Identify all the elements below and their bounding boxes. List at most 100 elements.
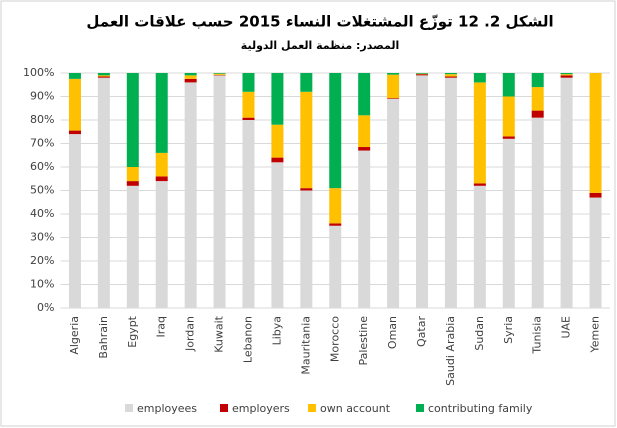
bar-segment (589, 73, 602, 193)
bar-segment (126, 167, 139, 182)
x-tick-label: UAE (560, 316, 573, 339)
bar-segment (387, 73, 400, 75)
bar-segment (155, 152, 168, 177)
bar-segment (155, 73, 168, 153)
bar-segment (444, 73, 457, 75)
legend-label: own account (320, 402, 391, 415)
legend-swatch (220, 404, 228, 412)
bar-segment (213, 73, 226, 74)
x-tick-label: Lebanon (241, 316, 254, 363)
bar-segment (473, 185, 486, 308)
y-tick-label: 90% (30, 90, 54, 103)
bar-segment (416, 73, 429, 74)
bar-segment (184, 73, 197, 76)
bar-segment (184, 82, 197, 309)
bar-segment (560, 74, 573, 76)
y-tick-label: 70% (30, 137, 54, 150)
bar-segment (560, 77, 573, 308)
bar-segment (329, 188, 342, 224)
bar-segment (97, 76, 110, 78)
x-tick-label: Sudan (473, 316, 486, 351)
bar-segment (387, 74, 400, 99)
bar-segment (502, 96, 515, 137)
y-tick-label: 50% (30, 184, 54, 197)
bar-segment (502, 73, 515, 97)
bar-segment (271, 124, 284, 158)
legend-swatch (308, 404, 316, 412)
bar-segment (68, 78, 81, 131)
legend-swatch (125, 404, 133, 412)
bar-segment (444, 74, 457, 77)
bar-segment (68, 130, 81, 135)
bar-segment (271, 157, 284, 163)
bar-segment (531, 73, 544, 88)
bar-segment (502, 138, 515, 308)
bar-segment (213, 73, 226, 75)
bar-segment (473, 73, 486, 83)
y-tick-label: 100% (23, 66, 54, 79)
bar-segment (531, 117, 544, 309)
chart-subtitle: المصدر: منظمة العمل الدولية (241, 39, 399, 52)
x-tick-label: Libya (270, 316, 283, 345)
bar-segment (300, 91, 313, 189)
y-tick-label: 30% (30, 231, 54, 244)
bar-segment (358, 147, 371, 151)
y-tick-label: 40% (30, 207, 54, 220)
bar-segment (387, 98, 400, 99)
bar-segment (126, 181, 139, 186)
bar-segment (242, 91, 255, 118)
bar-segment (560, 73, 573, 75)
legend-swatch (416, 404, 424, 412)
x-tick-label: Palestine (357, 316, 370, 366)
y-tick-label: 80% (30, 113, 54, 126)
x-tick-label: Jordan (184, 316, 197, 352)
bar-segment (271, 162, 284, 308)
x-tick-label: Tunisia (531, 316, 544, 355)
bar-segment (184, 78, 197, 83)
bar-segment (329, 73, 342, 189)
bar-segment (444, 76, 457, 78)
legend-label: contributing family (428, 402, 533, 415)
bar-segment (358, 73, 371, 116)
bar-segment (444, 77, 457, 308)
x-tick-label: Kuwait (213, 315, 226, 352)
x-tick-label: Oman (386, 316, 399, 349)
bar-segment (126, 185, 139, 308)
bar-segment (97, 75, 110, 77)
x-tick-label: Saudi Arabia (444, 316, 457, 386)
bar-segment (126, 73, 139, 167)
x-tick-label: Mauritania (299, 316, 312, 375)
x-tick-label: Iraq (155, 316, 168, 338)
x-tick-label: Algeria (68, 316, 81, 355)
bar-segment (242, 117, 255, 120)
x-tick-label: Bahrain (97, 316, 110, 359)
bar-segment (358, 150, 371, 308)
bar-segment (184, 75, 197, 79)
x-tick-label: Morocco (328, 316, 341, 362)
bar-segment (155, 181, 168, 308)
bar-segment (589, 192, 602, 198)
y-tick-label: 10% (30, 278, 54, 291)
bar-segment (242, 73, 255, 92)
bar-segment (68, 134, 81, 308)
bar-segment (387, 98, 400, 308)
bar-segment (416, 75, 429, 308)
bar-segment (68, 73, 81, 79)
bar-segment (329, 223, 342, 226)
x-tick-label: Syria (502, 316, 515, 344)
x-tick-label: Yemen (589, 316, 602, 354)
bar-segment (300, 190, 313, 308)
bar-segment (589, 197, 602, 308)
bar-segment (531, 110, 544, 118)
bar-segment (502, 136, 515, 139)
x-tick-label: Qatar (415, 316, 428, 347)
bar-segment (300, 188, 313, 191)
y-tick-label: 60% (30, 160, 54, 173)
bar-segment (155, 176, 168, 182)
bar-segment (329, 225, 342, 308)
bar-segment (213, 75, 226, 308)
chart-title: الشكل 2. 12 توزّع المشتغلات النساء 2015 … (86, 13, 553, 31)
y-tick-label: 20% (30, 254, 54, 267)
bar-segment (473, 82, 486, 184)
bar-segment (300, 73, 313, 92)
